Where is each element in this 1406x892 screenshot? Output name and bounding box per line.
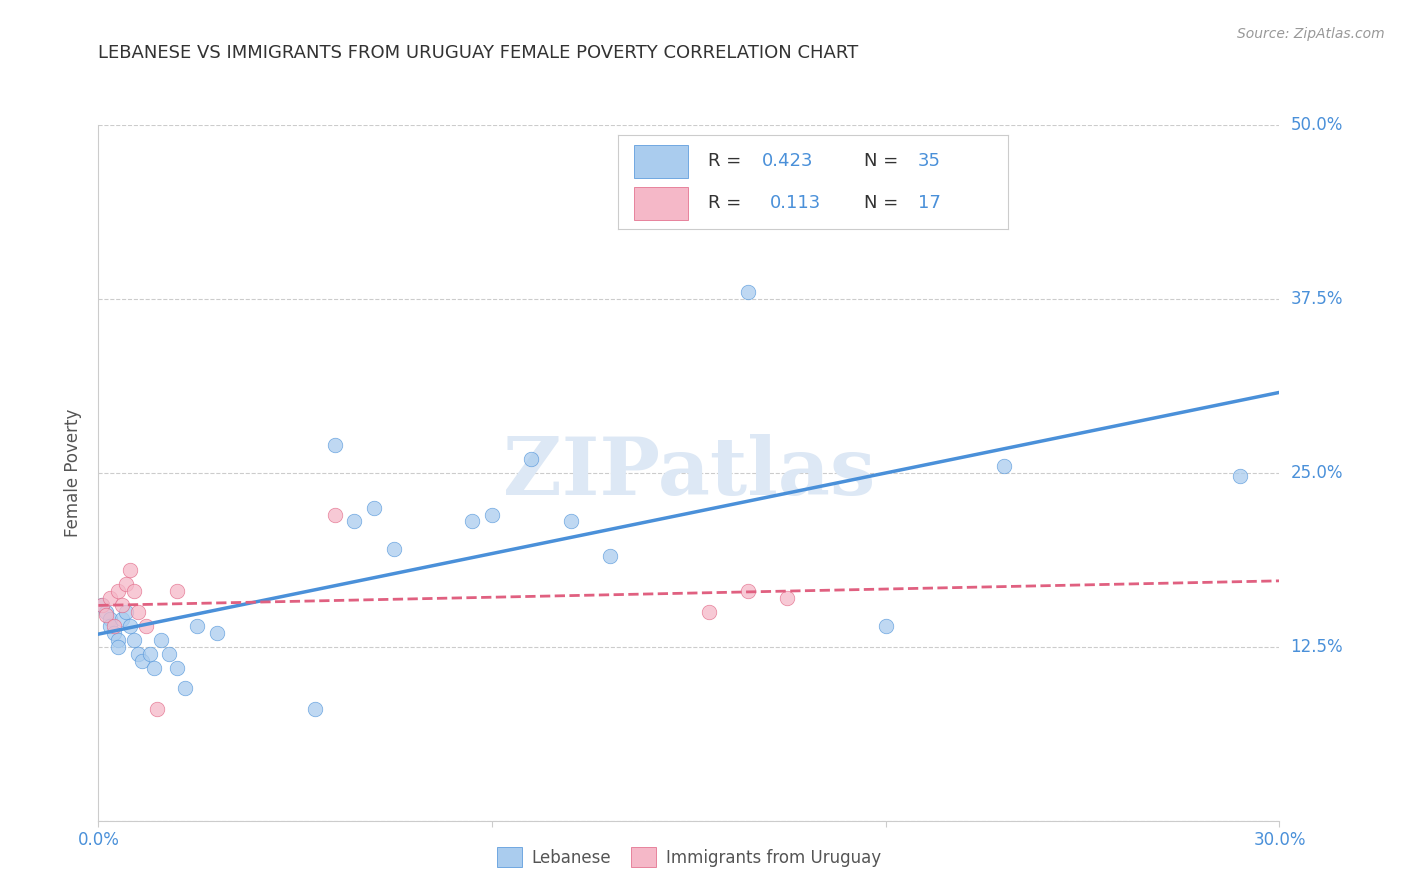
Point: [91, 598, 114, 612]
Point: [91, 598, 114, 612]
Text: ZIPatlas: ZIPatlas: [503, 434, 875, 512]
Point: [150, 632, 173, 647]
Point: [107, 640, 129, 654]
Point: [343, 515, 366, 529]
Point: [382, 542, 405, 557]
Point: [146, 702, 169, 716]
Point: [205, 625, 228, 640]
Point: [737, 584, 759, 599]
Point: [560, 515, 582, 529]
Point: [127, 605, 149, 619]
Point: [142, 660, 165, 674]
Point: [118, 563, 141, 577]
Point: [323, 438, 346, 452]
Text: 12.5%: 12.5%: [1291, 638, 1343, 656]
Point: [166, 584, 188, 599]
Legend: Lebanese, Immigrants from Uruguay: Lebanese, Immigrants from Uruguay: [488, 839, 890, 875]
Point: [122, 584, 145, 599]
Point: [737, 285, 759, 299]
Point: [103, 625, 125, 640]
Point: [127, 647, 149, 661]
Point: [111, 612, 134, 626]
Point: [993, 458, 1015, 473]
Point: [98, 591, 121, 605]
Point: [157, 647, 180, 661]
Point: [323, 508, 346, 522]
Point: [96, 607, 118, 622]
Point: [115, 605, 138, 619]
Point: [174, 681, 197, 696]
Text: Source: ZipAtlas.com: Source: ZipAtlas.com: [1237, 27, 1385, 41]
Point: [118, 619, 141, 633]
Point: [107, 632, 129, 647]
Point: [107, 584, 129, 599]
Point: [697, 605, 720, 619]
Point: [115, 577, 138, 591]
Text: 50.0%: 50.0%: [1291, 116, 1343, 134]
Point: [98, 619, 121, 633]
Point: [96, 605, 118, 619]
Point: [166, 660, 188, 674]
Point: [98, 612, 121, 626]
Point: [599, 549, 621, 564]
Point: [111, 598, 134, 612]
Point: [461, 515, 484, 529]
Text: LEBANESE VS IMMIGRANTS FROM URUGUAY FEMALE POVERTY CORRELATION CHART: LEBANESE VS IMMIGRANTS FROM URUGUAY FEMA…: [98, 45, 859, 62]
Point: [135, 619, 157, 633]
Point: [776, 591, 799, 605]
Text: 25.0%: 25.0%: [1291, 464, 1343, 482]
Point: [1229, 468, 1251, 483]
Point: [481, 508, 503, 522]
Point: [520, 451, 543, 466]
Point: [122, 632, 145, 647]
Point: [103, 619, 125, 633]
Point: [131, 654, 153, 668]
Point: [186, 619, 208, 633]
Point: [363, 500, 385, 515]
Point: [304, 702, 326, 716]
Text: 37.5%: 37.5%: [1291, 290, 1343, 308]
Y-axis label: Female Poverty: Female Poverty: [65, 409, 83, 537]
Point: [875, 619, 897, 633]
Point: [138, 647, 160, 661]
